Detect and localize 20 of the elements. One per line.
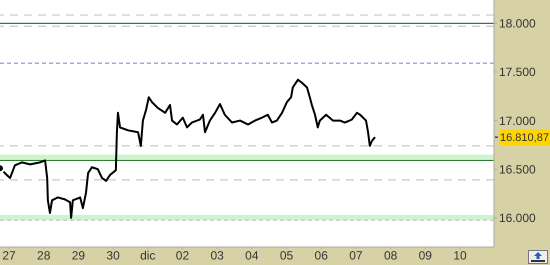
x-tick-label: 07	[349, 248, 363, 263]
x-tick-label: 04	[245, 248, 259, 263]
x-tick-label: 30	[106, 248, 120, 263]
x-tick-label: 27	[2, 248, 16, 263]
x-tick-label: 28	[37, 248, 51, 263]
text: 16.810,87	[500, 132, 549, 144]
y-tick-label: 17.000	[499, 114, 536, 128]
x-tick-label: 09	[418, 248, 432, 263]
x-tick-label: 29	[72, 248, 86, 263]
x-tick-label: 03	[210, 248, 224, 263]
x-tick-label: 08	[384, 248, 398, 263]
x-tick-label: 06	[314, 248, 328, 263]
y-tick-label: 17.500	[499, 65, 536, 80]
x-tick-label: 02	[176, 248, 190, 263]
x-tick-label: 05	[280, 248, 294, 263]
x-tick-label: 10	[453, 248, 467, 263]
y-tick-label: 18.000	[499, 16, 536, 31]
y-tick-label: 16.500	[499, 162, 536, 176]
x-tick-label: dic	[140, 248, 156, 263]
y-tick-label: 16.000	[499, 211, 536, 226]
